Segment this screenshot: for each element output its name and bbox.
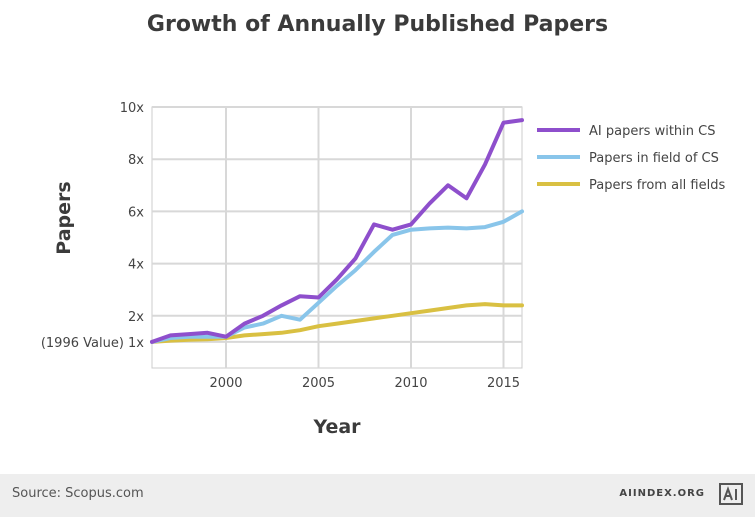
series-line-papers-from-all-fields (150, 302, 524, 344)
y-tick-label: (1996 Value) 1x (41, 336, 144, 351)
y-tick-label: 8x (128, 153, 144, 168)
y-tick-label: 2x (128, 310, 144, 325)
chart-title: Growth of Annually Published Papers (146, 12, 609, 37)
legend-item: AI papers within CS (537, 124, 715, 139)
tick-labels: (1996 Value) 1x 2x 4x 6x 8x 10x 2000 2005 2010 20… (41, 101, 520, 391)
x-tick-label: 2015 (487, 376, 520, 391)
y-tick-label: 10x (120, 101, 145, 116)
plot-area (151, 106, 523, 369)
x-tick-label: 2005 (302, 376, 335, 391)
x-axis-label: Year (313, 416, 361, 438)
legend-label: Papers from all fields (589, 178, 725, 193)
ai-index-logo-icon (719, 483, 743, 505)
legend-item: Papers in field of CS (537, 151, 719, 166)
brand-link[interactable]: AIINDEX.ORG (619, 488, 705, 499)
y-tick-label: 6x (128, 205, 144, 220)
series-line-ai-papers-within-cs (150, 118, 524, 344)
line-chart: (1996 Value) 1x 2x 4x 6x 8x 10x 2000 2005 2010 20… (41, 101, 726, 391)
legend-label: AI papers within CS (589, 124, 715, 139)
legend-label: Papers in field of CS (589, 151, 719, 166)
series-lines (150, 118, 524, 344)
source-note: Source: Scopus.com (12, 486, 144, 501)
x-tick-label: 2010 (394, 376, 427, 391)
y-tick-label: 4x (128, 258, 144, 273)
legend: AI papers within CS Papers in field of CS… (537, 124, 725, 193)
legend-item: Papers from all fields (537, 178, 725, 193)
footer-bar: Source: Scopus.com AIINDEX.ORG (0, 474, 755, 517)
series-line-papers-in-field-of-cs (150, 209, 524, 344)
x-tick-label: 2000 (209, 376, 242, 391)
